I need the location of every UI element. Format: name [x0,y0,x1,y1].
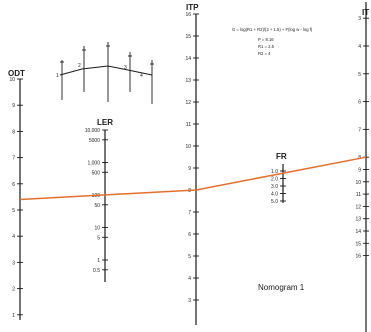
inset-curve [59,65,153,76]
right-tick-label: 13 [355,217,361,223]
right-tick-label: 14 [355,229,361,235]
fr-scale: FR 1.0 2.03.0 4.05.0 [271,152,287,205]
fr-title: FR [276,152,287,161]
isopleth-line [19,156,367,201]
itp-tick-label: 9 [188,166,191,172]
nomogram-label: Nomogram 1 [258,283,305,292]
odt-ticks: 10 9 8 7 6 5 4 3 2 1 [9,77,23,319]
itp-tick-label: 6 [188,232,191,238]
odt-tick-label: 8 [12,129,15,135]
formula-line-4: R2 = 4 [258,51,271,56]
ler-title: LER [97,118,113,127]
fr-tick-label: 2.0 [271,177,278,183]
odt-tick-label: 7 [12,156,15,162]
odt-tick-label: 3 [12,260,15,266]
itp-tick-label: 11 [186,122,191,128]
ler-tick-label: 10 [94,226,100,232]
itp-tick-label: 7 [188,210,191,216]
odt-tick-label: 10 [9,77,15,83]
odt-scale: ODT 10 9 8 7 6 5 4 3 2 1 [8,69,25,320]
odt-tick-label: 6 [12,182,15,188]
itp-tick-label: 4 [188,276,191,282]
right-tick-label: 5 [358,72,361,78]
itp-tick-label: 5 [188,254,191,260]
right-tick-label: 10 [355,180,361,186]
itp-tick-label: 14 [185,56,191,62]
itp-title: ITP [186,3,199,12]
odt-tick-label: 1 [12,313,15,319]
right-tick-label: 11 [356,192,361,198]
itp-tick-label: 13 [185,78,191,84]
fr-tick-label: 1.0 [271,169,278,175]
ler-tick-label: 5000 [89,138,100,144]
inset-sketch: 1 2 3 4 [56,42,154,104]
inset-label-4: 4 [140,73,143,79]
formula-line-2: P = 8.16 [258,37,274,42]
formula-block: G = log(R1 + R2)/(2 + 1.5) + F(log w - l… [232,27,313,56]
fr-tick-label: 5.0 [271,199,278,205]
right-tick-label: 4 [358,44,361,50]
ler-tick-label: 1 [97,258,100,264]
inset-label-2: 2 [78,63,81,69]
odt-tick-label: 4 [12,234,15,240]
itp-tick-label: 10 [185,144,191,150]
ler-tick-label: 0.5 [93,268,100,274]
right-tick-label: 12 [355,204,361,210]
formula-line-1: G = log(R1 + R2)/(2 + 1.5) + F(log w - l… [232,27,313,32]
itp-tick-label: 15 [185,34,191,40]
ler-tick-label: 50 [94,203,100,209]
inset-label-1: 1 [56,73,59,79]
right-tick-label: 3 [358,16,361,22]
ler-tick-label: 1,000 [87,161,100,167]
right-tick-label: 16 [355,254,361,260]
right-tick-label: 15 [355,241,361,247]
fr-ticks: 1.0 2.03.0 4.05.0 [271,169,286,205]
itp-tick-label: 16 [185,12,191,18]
ler-tick-label: 10,000 [85,128,101,134]
ler-tick-label: 500 [92,170,101,176]
odt-tick-label: 9 [12,103,15,109]
inset-label-3: 3 [124,65,127,71]
odt-title: ODT [8,69,25,78]
odt-tick-label: 5 [12,208,15,214]
formula-line-3: R1 = 2.5 [258,44,275,49]
odt-tick-label: 2 [12,287,15,293]
ler-tick-label: 5 [97,235,100,241]
right-tick-label: 6 [358,100,361,106]
fr-tick-label: 3.0 [271,184,278,190]
right-tick-label: 9 [358,168,361,174]
fr-tick-label: 4.0 [271,192,278,198]
right-tick-label: 7 [358,127,361,133]
itp-tick-label: 12 [185,100,191,106]
itp-tick-label: 3 [188,298,191,304]
